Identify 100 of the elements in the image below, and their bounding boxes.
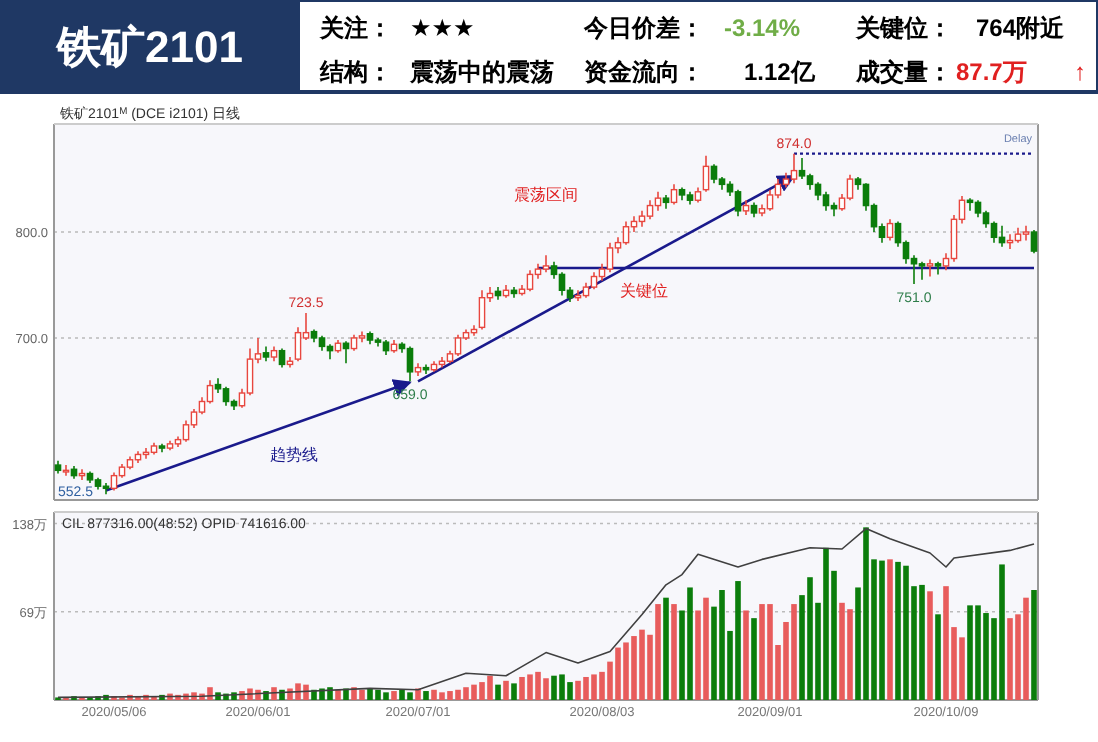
bar <box>471 684 477 700</box>
bar <box>791 604 797 700</box>
candlestick <box>990 220 998 244</box>
bar <box>943 586 949 700</box>
candlestick <box>1022 224 1030 242</box>
bar <box>527 674 533 700</box>
candlestick <box>622 220 630 246</box>
bar <box>279 689 285 700</box>
bar <box>967 605 973 700</box>
bar <box>479 682 485 700</box>
bar <box>343 688 349 700</box>
bar <box>975 605 981 700</box>
bar <box>559 674 565 700</box>
bar <box>535 671 541 700</box>
bar <box>1023 597 1029 700</box>
bar <box>455 689 461 700</box>
bar <box>359 689 365 700</box>
text: 87.7万 <box>956 58 1027 86</box>
bar <box>895 561 901 700</box>
bar <box>631 636 637 700</box>
bar <box>751 618 757 700</box>
bar <box>439 692 445 700</box>
bar <box>839 602 845 700</box>
text: 1.12亿 <box>744 58 817 86</box>
bar <box>519 676 525 700</box>
text: 结构： <box>318 58 392 86</box>
candlestick <box>886 218 894 242</box>
bar <box>567 682 573 700</box>
bar <box>319 688 325 700</box>
bar <box>423 691 429 700</box>
bar <box>703 597 709 700</box>
bar <box>367 688 373 700</box>
bar <box>543 678 549 700</box>
bar <box>639 629 645 700</box>
text: 成交量： <box>854 58 952 86</box>
text: 关注： <box>318 14 392 42</box>
bar <box>759 604 765 700</box>
bar <box>935 614 941 700</box>
text: ★★★ <box>410 14 475 42</box>
candlestick <box>558 271 566 297</box>
bar <box>623 642 629 700</box>
bar <box>807 577 813 700</box>
bar <box>503 680 509 700</box>
bar <box>447 691 453 700</box>
bar <box>735 581 741 700</box>
text: 铁矿2101 <box>55 22 243 72</box>
bar <box>1007 618 1013 700</box>
bar <box>671 604 677 700</box>
text: 关键位： <box>854 14 952 42</box>
candlestick <box>638 210 646 228</box>
bar <box>463 687 469 700</box>
bar <box>719 590 725 700</box>
text: 764附近 <box>976 14 1067 42</box>
bar <box>407 692 413 700</box>
bar <box>375 689 381 700</box>
text: -3.14% <box>724 14 801 42</box>
bar <box>1031 590 1037 700</box>
bar <box>383 692 389 700</box>
bar <box>591 674 597 700</box>
candlestick <box>406 345 414 383</box>
bar <box>743 610 749 700</box>
bar <box>511 683 517 700</box>
bar <box>999 564 1005 700</box>
text: ↑ <box>1074 58 1086 86</box>
bar <box>823 547 829 700</box>
bar <box>767 604 773 700</box>
bar <box>399 689 405 700</box>
bar <box>863 527 869 700</box>
bar <box>687 587 693 700</box>
bar <box>551 675 557 700</box>
text: 今日价差： <box>582 14 704 42</box>
candlestick <box>1014 227 1022 244</box>
bar <box>583 676 589 700</box>
candlestick <box>206 379 214 405</box>
ref-line-label: 关键位 <box>620 282 669 301</box>
text: 资金流向： <box>584 58 704 86</box>
candlestick <box>782 171 790 189</box>
bar <box>575 680 581 700</box>
bar <box>295 683 301 700</box>
series-label: 趋势线 <box>270 446 318 465</box>
bar <box>983 613 989 700</box>
candlestick <box>654 190 662 212</box>
bar <box>615 647 621 700</box>
bar <box>335 689 341 700</box>
bar <box>663 597 669 700</box>
bar <box>655 604 661 700</box>
bar <box>391 691 397 700</box>
bar <box>847 609 853 700</box>
bar <box>903 565 909 700</box>
bar <box>487 675 493 700</box>
bar <box>927 591 933 700</box>
candlestick <box>766 188 774 212</box>
bar <box>431 689 437 700</box>
text: 震荡中的震荡 <box>408 58 554 86</box>
candlestick <box>814 181 822 202</box>
bar <box>887 559 893 700</box>
bar <box>919 584 925 700</box>
bar <box>879 560 885 700</box>
bar <box>495 684 501 700</box>
bar <box>303 684 309 700</box>
